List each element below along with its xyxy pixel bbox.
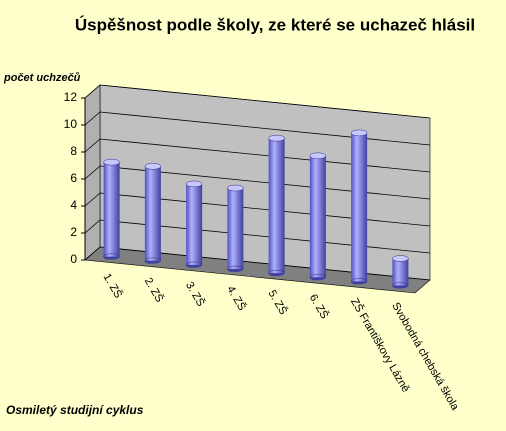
grid-line (99, 84, 431, 119)
bar-top (350, 129, 368, 137)
grid-line (84, 138, 101, 153)
grid-line (84, 219, 101, 234)
bar-top (185, 180, 203, 188)
bar (309, 155, 326, 278)
bar-bottom-edge (350, 278, 368, 285)
grid-line (84, 246, 101, 261)
bar-top (268, 134, 285, 142)
bar-top (227, 184, 244, 192)
bar-bottom-edge (185, 261, 203, 269)
caption: Osmiletý studijní cyklus (6, 403, 144, 417)
bar-bottom-edge (144, 257, 162, 265)
y-tick-label: 4 (70, 198, 77, 212)
y-axis-label: počet uchzečů (3, 72, 81, 84)
grid-line (84, 84, 101, 99)
bar (186, 183, 203, 265)
y-tick-label: 0 (70, 252, 77, 266)
bar-top (103, 158, 120, 166)
bar (103, 162, 120, 257)
y-tick-label: 6 (70, 171, 77, 185)
bar-bottom-edge (309, 274, 327, 281)
bar (351, 132, 368, 282)
bar-bottom-edge (268, 269, 285, 277)
bar-bottom-edge (392, 282, 409, 289)
grid-line (84, 111, 101, 126)
y-tick-label: 12 (64, 90, 78, 104)
bar (227, 188, 244, 270)
bar-bottom-edge (103, 253, 120, 260)
y-tick-label: 2 (70, 225, 77, 239)
bar (144, 166, 161, 261)
grid-line (84, 192, 101, 207)
grid-line (99, 138, 431, 173)
grid-line (84, 165, 101, 180)
y-tick-label: 8 (70, 144, 77, 158)
y-tick-label: 10 (64, 117, 78, 131)
bar-bottom-edge (227, 265, 244, 273)
bar-top (144, 163, 162, 170)
bar (392, 258, 409, 286)
plot-area (81, 84, 431, 294)
grid-line (99, 111, 431, 146)
bar (268, 138, 285, 274)
bar-top (309, 152, 327, 160)
chart-title: Úspěšnost podle školy, ze které se uchaz… (75, 15, 475, 34)
bar-top (392, 255, 409, 262)
